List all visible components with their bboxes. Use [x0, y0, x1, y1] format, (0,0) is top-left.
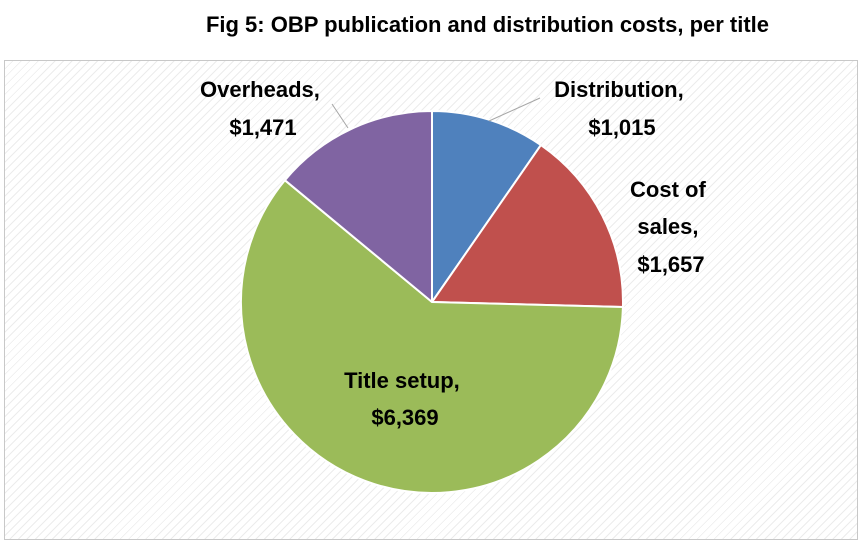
label-overheads-name: Overheads,: [200, 77, 320, 102]
leader-line-distribution: [488, 97, 541, 122]
slice-distribution: [431, 110, 542, 303]
slice-cost-of-sales: [431, 144, 624, 309]
label-title-setup-name: Title setup,: [344, 368, 460, 393]
leader-line-overheads: [331, 103, 349, 129]
chart-title: Fig 5: OBP publication and distribution …: [205, 12, 770, 37]
label-title-setup-value: $6,369: [371, 405, 438, 430]
label-title-setup: Title setup, $6,369: [344, 368, 466, 430]
label-cost-of-sales-value: $1,657: [637, 252, 704, 277]
label-overheads-value: $1,471: [229, 115, 296, 140]
label-distribution: Distribution, $1,015: [554, 77, 690, 140]
slice-title-setup: [240, 179, 624, 494]
label-cost-of-sales-line2: sales,: [637, 214, 698, 239]
slice-overheads: [283, 110, 433, 303]
leader-lines: [331, 97, 541, 129]
label-cost-of-sales: Cost of sales, $1,657: [630, 177, 712, 277]
label-distribution-name: Distribution,: [554, 77, 684, 102]
label-cost-of-sales-line1: Cost of: [630, 177, 706, 202]
label-overheads: Overheads, $1,471: [200, 77, 326, 140]
pie-slices: [240, 110, 624, 494]
label-distribution-value: $1,015: [588, 115, 655, 140]
